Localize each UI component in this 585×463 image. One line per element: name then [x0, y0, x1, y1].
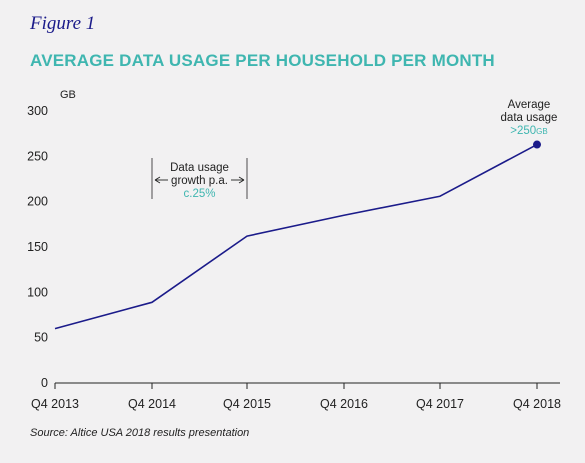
endpoint-value: >250GB: [510, 125, 547, 137]
growth-line1: Data usage: [170, 162, 229, 174]
growth-line2: growth p.a.: [171, 175, 228, 187]
x-axis: Q4 2013 Q4 2014 Q4 2015 Q4 2016 Q4 2017 Q4 20…: [31, 382, 561, 411]
y-tick-label: 300: [27, 104, 48, 118]
figure-label: Figure 1: [30, 13, 96, 34]
growth-arrowhead-right: [238, 176, 245, 184]
y-axis: 0 50 100 150 200 250 300: [27, 104, 48, 390]
endpoint-annotation: Average data usage >250GB: [501, 99, 558, 137]
growth-annotation: Data usage growth p.a. c.25%: [151, 158, 248, 200]
source-note: Source: Altice USA 2018 results presenta…: [30, 427, 250, 439]
y-tick-label: 50: [34, 331, 48, 345]
endpoint-line2: data usage: [501, 112, 558, 124]
endpoint-marker: [533, 140, 541, 149]
endpoint-line1: Average: [508, 99, 551, 111]
chart-title: AVERAGE DATA USAGE PER HOUSEHOLD PER MON…: [30, 51, 495, 70]
x-tick-label: Q4 2013: [31, 397, 79, 411]
series-line: [54, 143, 538, 330]
x-tick-label: Q4 2014: [128, 397, 176, 411]
series-group: [54, 140, 541, 330]
endpoint-value-number: >250: [510, 125, 536, 137]
y-axis-unit-label: GB: [60, 89, 76, 101]
y-tick-label: 250: [27, 149, 48, 163]
y-tick-label: 200: [27, 195, 48, 209]
endpoint-value-unit: GB: [536, 127, 548, 136]
growth-arrowhead-left: [154, 176, 161, 184]
x-tick-label: Q4 2015: [223, 397, 271, 411]
y-tick-label: 100: [27, 285, 48, 299]
growth-value: c.25%: [184, 188, 216, 200]
x-tick-label: Q4 2016: [320, 397, 368, 411]
y-tick-label: 0: [41, 376, 48, 390]
x-tick-label: Q4 2018: [513, 397, 561, 411]
y-tick-label: 150: [27, 240, 48, 254]
x-tick-label: Q4 2017: [416, 397, 464, 411]
